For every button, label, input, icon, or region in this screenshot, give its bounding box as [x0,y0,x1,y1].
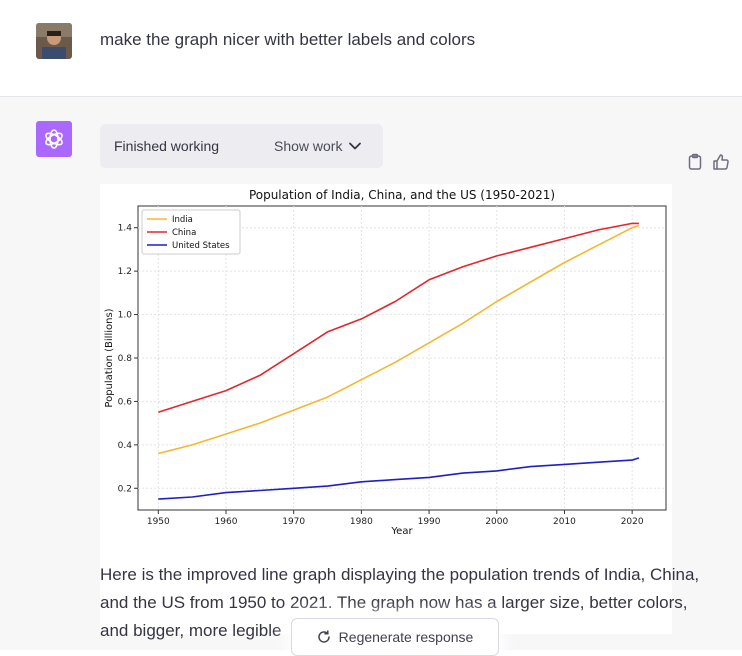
x-tick-label: 2020 [621,517,644,527]
x-tick-label: 1980 [350,517,373,527]
message-tools [686,153,730,171]
user-message-text: make the graph nicer with better labels … [100,30,476,49]
regenerate-response-button[interactable]: Regenerate response [291,618,499,656]
show-work-label: Show work [274,138,343,154]
x-tick-label: 2000 [485,517,508,527]
user-message-row: make the graph nicer with better labels … [0,0,742,97]
x-tick-label: 1960 [215,517,238,527]
y-tick-label: 0.2 [118,484,132,494]
population-chart: 1950 1960 1970 1980 1990 2000 2010 2020 0.2 0.4 0.… [100,184,672,634]
x-tick-label: 1970 [282,517,305,527]
thumbs-up-icon[interactable] [712,153,730,171]
chart-title: Population of India, China, and the US (… [249,188,555,202]
y-tick-label: 0.8 [118,354,133,364]
y-tick-label: 1.4 [118,224,133,234]
chevron-down-icon [349,142,362,150]
line-chart-svg: 1950 1960 1970 1980 1990 2000 2010 2020 0.2 0.4 0.… [104,188,667,537]
assistant-message-row: Finished working Show work 1950 1960 1970 1… [0,97,742,656]
legend-label: China [172,228,196,238]
show-work-button[interactable]: Show work [274,138,362,154]
regenerate-label: Regenerate response [338,629,474,645]
chatgpt-logo-icon [36,121,72,157]
user-avatar [36,23,72,59]
response-text: Here is the improved line graph displayi… [100,565,700,640]
y-tick-label: 0.4 [118,441,133,451]
x-axis-label: Year [390,526,413,537]
y-tick-label: 0.6 [118,397,133,407]
legend-box [141,209,241,255]
legend-label: United States [172,241,230,251]
x-tick-label: 1950 [147,517,170,527]
series-line-india [158,224,640,455]
y-tick-label: 1.0 [118,311,133,321]
series-line-china [158,222,639,414]
work-status-label: Finished working [114,138,220,154]
work-status-box: Finished working Show work [100,124,383,168]
series-line-united-states [158,457,640,500]
legend-label: India [172,215,193,225]
refresh-icon [317,630,330,643]
y-axis-label: Population (Billions) [104,308,115,407]
x-tick-label: 1990 [418,517,441,527]
x-tick-label: 2010 [553,517,576,527]
y-tick-label: 1.2 [118,267,132,277]
clipboard-icon[interactable] [686,153,704,171]
